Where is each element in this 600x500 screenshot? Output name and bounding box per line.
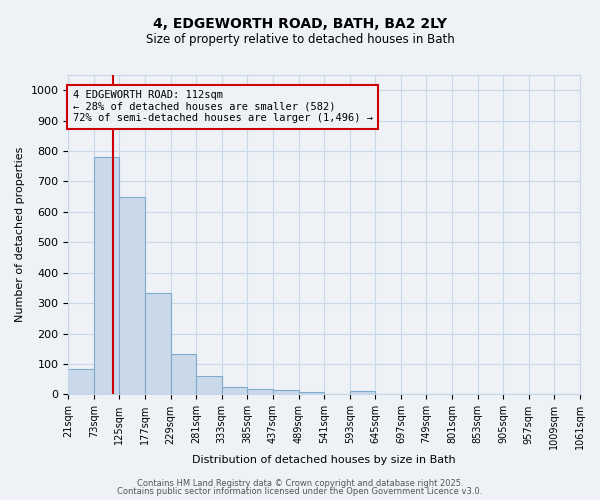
Bar (350, 392, 376, 394)
Bar (170, 354, 196, 395)
Bar (299, 392, 324, 394)
Bar (94, 157, 119, 394)
Bar (222, 387, 247, 394)
Text: Size of property relative to detached houses in Bath: Size of property relative to detached ho… (146, 32, 454, 46)
Bar (68, 369, 94, 394)
Bar (247, 389, 273, 394)
Bar (145, 292, 170, 394)
Text: Contains HM Land Registry data © Crown copyright and database right 2025.: Contains HM Land Registry data © Crown c… (137, 478, 463, 488)
Y-axis label: Number of detached properties: Number of detached properties (15, 147, 25, 322)
X-axis label: Distribution of detached houses by size in Bath: Distribution of detached houses by size … (193, 455, 456, 465)
Bar (196, 376, 222, 394)
Bar (119, 198, 145, 394)
Text: 4, EDGEWORTH ROAD, BATH, BA2 2LY: 4, EDGEWORTH ROAD, BATH, BA2 2LY (153, 18, 447, 32)
Text: Contains public sector information licensed under the Open Government Licence v3: Contains public sector information licen… (118, 487, 482, 496)
Bar (273, 390, 299, 394)
Text: 4 EDGEWORTH ROAD: 112sqm
← 28% of detached houses are smaller (582)
72% of semi-: 4 EDGEWORTH ROAD: 112sqm ← 28% of detach… (73, 90, 373, 124)
